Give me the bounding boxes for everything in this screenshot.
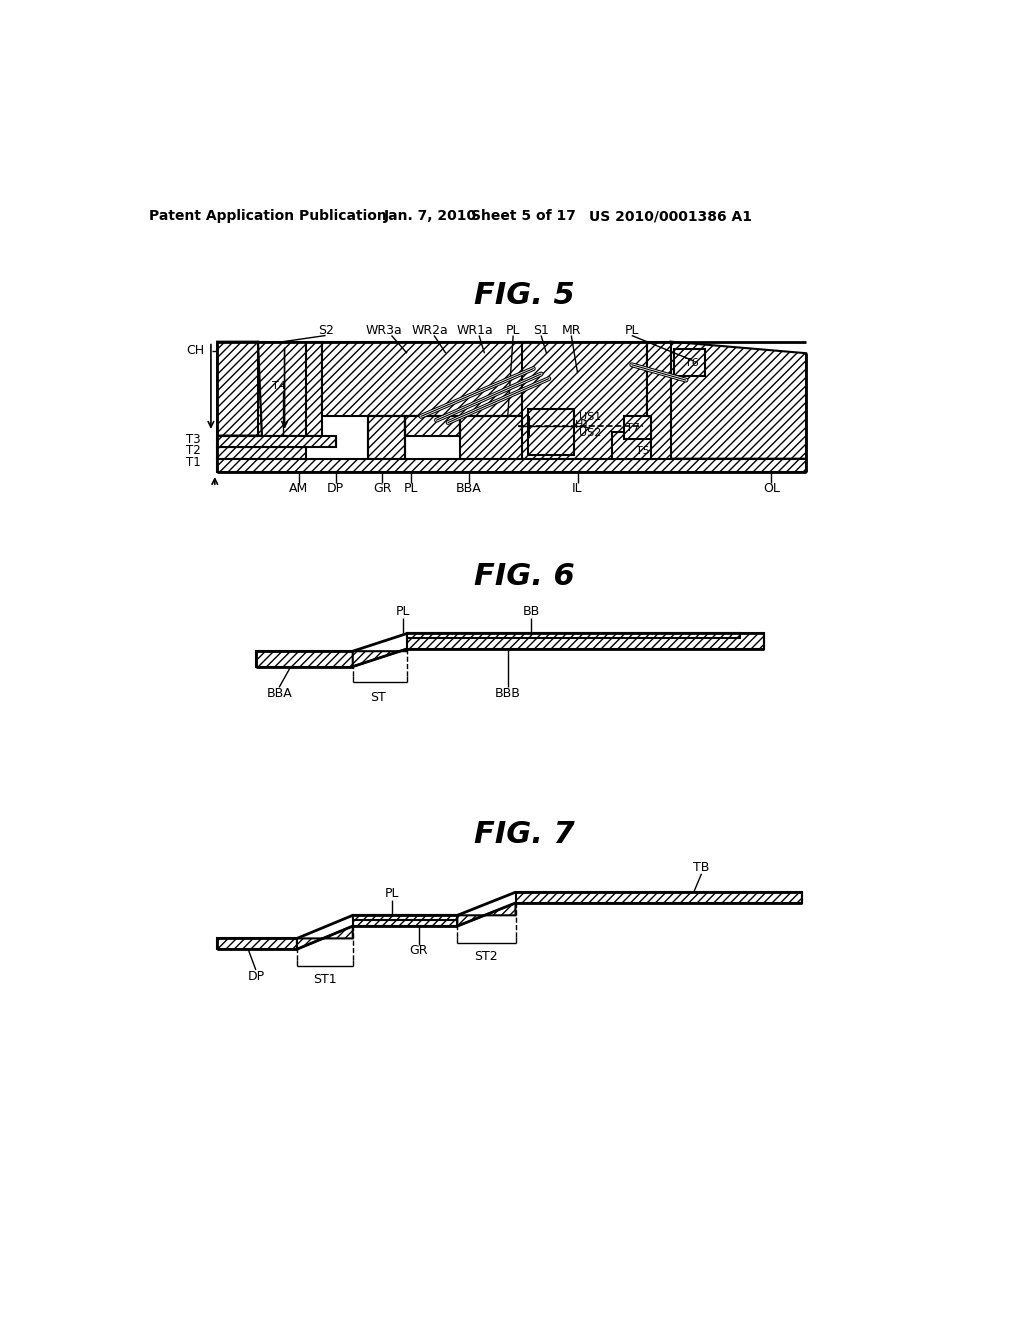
Text: ST: ST (370, 690, 385, 704)
Text: FIG. 6: FIG. 6 (474, 562, 575, 591)
Text: T1: T1 (186, 455, 201, 469)
Text: T5: T5 (637, 446, 650, 455)
Text: T6: T6 (685, 358, 699, 368)
Text: BBA: BBA (266, 686, 292, 700)
Text: DP: DP (327, 482, 344, 495)
Bar (624, 416, 651, 440)
Text: Sheet 5 of 17: Sheet 5 of 17 (471, 209, 575, 223)
Text: US1: US1 (579, 412, 601, 422)
Polygon shape (521, 342, 647, 459)
Text: US 2010/0001386 A1: US 2010/0001386 A1 (589, 209, 752, 223)
Polygon shape (352, 649, 407, 667)
Polygon shape (671, 342, 806, 459)
Bar (217, 436, 336, 447)
Polygon shape (647, 342, 671, 459)
Text: T4: T4 (272, 380, 286, 391)
Bar (369, 416, 406, 459)
Text: BBB: BBB (495, 686, 520, 700)
Polygon shape (407, 634, 764, 649)
Polygon shape (458, 903, 515, 927)
Text: DP: DP (248, 970, 264, 982)
Text: MR: MR (561, 323, 581, 337)
Text: Jan. 7, 2010: Jan. 7, 2010 (384, 209, 477, 223)
Text: PL: PL (403, 482, 418, 495)
Text: T2: T2 (186, 445, 201, 458)
Text: PL: PL (396, 606, 411, 619)
Polygon shape (258, 342, 322, 436)
Text: TB: TB (693, 861, 710, 874)
Text: GR: GR (373, 482, 391, 495)
Bar (406, 416, 460, 436)
Text: PL: PL (506, 323, 520, 337)
Polygon shape (322, 342, 529, 416)
Bar (352, 915, 458, 920)
Text: FIG. 7: FIG. 7 (474, 820, 575, 849)
Text: PL: PL (384, 887, 398, 900)
Text: IL: IL (572, 482, 583, 495)
Text: ST1: ST1 (313, 973, 337, 986)
Text: BB: BB (522, 606, 540, 619)
Bar (612, 432, 651, 459)
Text: US2: US2 (579, 428, 601, 437)
Polygon shape (352, 915, 458, 927)
Text: WR1a: WR1a (457, 323, 494, 337)
Text: OL: OL (763, 482, 779, 495)
Text: WR3a: WR3a (366, 323, 402, 337)
Text: PL: PL (625, 323, 639, 337)
Polygon shape (515, 892, 802, 903)
Bar (460, 416, 521, 459)
Bar (675, 350, 706, 376)
Text: FIG. 5: FIG. 5 (474, 281, 575, 310)
Text: H1: H1 (574, 420, 590, 430)
Polygon shape (217, 939, 297, 949)
Polygon shape (217, 342, 262, 436)
Polygon shape (256, 651, 352, 667)
Text: GR: GR (410, 944, 428, 957)
Bar (407, 634, 740, 638)
Text: S2: S2 (317, 323, 334, 337)
Bar (217, 447, 306, 459)
Text: WR2a: WR2a (412, 323, 449, 337)
Text: BBA: BBA (456, 482, 482, 495)
Text: T3: T3 (186, 433, 201, 446)
Bar (217, 459, 806, 471)
Text: S1: S1 (534, 323, 549, 337)
Text: AM: AM (289, 482, 308, 495)
Bar (528, 409, 574, 455)
Text: Patent Application Publication: Patent Application Publication (148, 209, 386, 223)
Polygon shape (297, 927, 352, 949)
Text: ST2: ST2 (474, 950, 498, 964)
Text: T7: T7 (627, 422, 640, 433)
Text: CH: CH (185, 345, 204, 358)
